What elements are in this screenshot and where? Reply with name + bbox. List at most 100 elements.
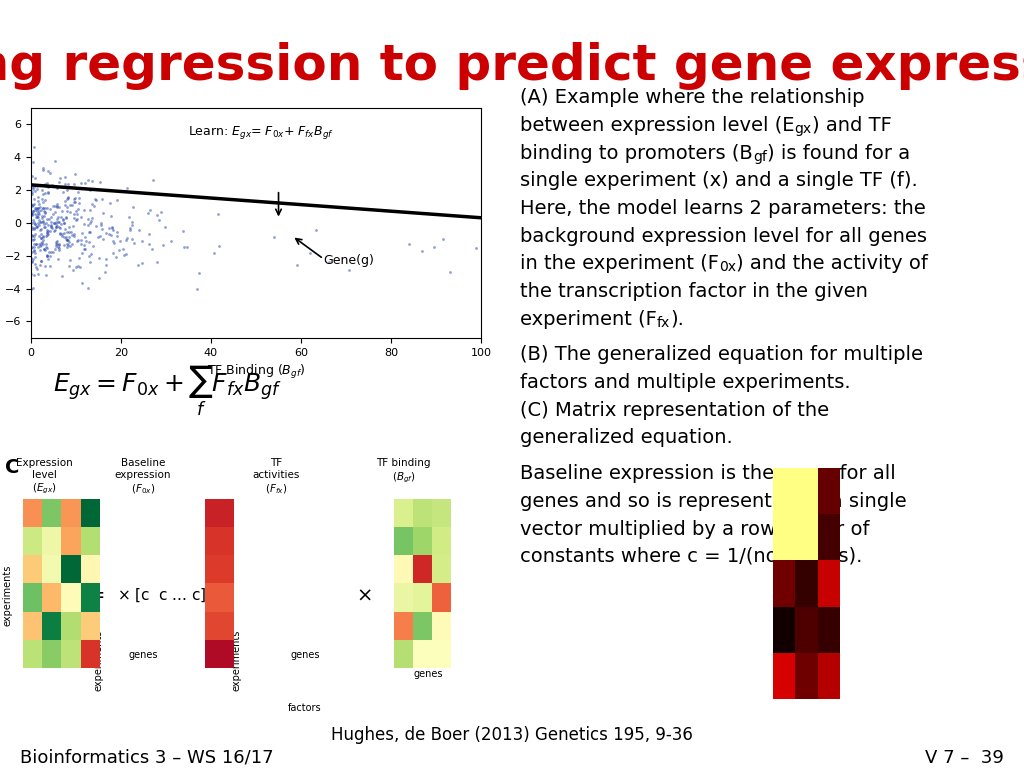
Point (49, 181, 66, 194)
Point (31, 197, 47, 210)
Point (96, 266, 113, 278)
Point (37, 194, 53, 207)
Text: factors and multiple experiments.: factors and multiple experiments. (520, 373, 851, 392)
Point (29, 202, 45, 214)
Point (95, 207, 112, 220)
Point (48, 238, 65, 250)
Point (42, 167, 58, 180)
Point (26, 238, 42, 250)
Point (40, 219, 56, 231)
Point (69, 235, 85, 247)
Point (49, 220, 66, 233)
Point (46, 225, 62, 237)
Point (34, 184, 50, 197)
Point (37, 241, 53, 253)
Point (25, 253, 41, 265)
Point (32, 216, 48, 228)
Point (26, 193, 42, 205)
Point (45, 217, 61, 230)
Point (35, 234, 51, 247)
Point (102, 197, 119, 209)
Point (25, 157, 41, 169)
Point (49, 180, 66, 193)
Text: $\times$: $\times$ (356, 586, 372, 605)
Point (210, 208, 226, 220)
Text: Bioinformatics 3 – WS 16/17: Bioinformatics 3 – WS 16/17 (20, 749, 274, 766)
Point (61, 226, 78, 238)
Text: (B) The generalized equation for multiple: (B) The generalized equation for multipl… (520, 346, 924, 365)
Point (24, 207, 40, 219)
Point (28, 238, 44, 250)
Point (80, 219, 96, 231)
Point (58, 225, 75, 237)
Point (27, 218, 43, 230)
Point (70, 234, 86, 247)
Point (51, 237, 68, 250)
Point (50, 216, 67, 228)
Text: ) is found for a: ) is found for a (767, 144, 910, 163)
Point (38, 230, 54, 243)
Point (65, 220, 81, 232)
Point (38, 180, 54, 192)
Point (25, 214, 41, 227)
Point (31, 205, 47, 217)
Text: experiments: experiments (3, 565, 12, 626)
Point (58, 240, 75, 253)
Point (139, 207, 156, 220)
Point (23, 233, 39, 245)
Point (82, 217, 98, 229)
Point (27, 247, 43, 260)
Point (81, 250, 97, 263)
Point (83, 174, 99, 187)
Point (48, 236, 65, 248)
Point (80, 213, 96, 225)
Point (80, 174, 96, 187)
Point (93, 217, 110, 229)
Point (59, 233, 76, 246)
Point (42, 260, 58, 272)
Point (33, 237, 49, 249)
Text: experiment (F: experiment (F (520, 310, 657, 329)
Point (35, 164, 51, 176)
Text: binding to promoters (B: binding to promoters (B (520, 144, 753, 163)
Point (32, 244, 48, 257)
Point (27, 172, 43, 184)
Point (51, 221, 68, 233)
Point (73, 210, 89, 223)
Point (25, 184, 41, 196)
Point (51, 227, 68, 240)
Point (118, 234, 134, 247)
Point (26, 270, 42, 282)
Point (70, 260, 86, 272)
Text: fx: fx (657, 316, 671, 329)
Point (145, 174, 162, 187)
Point (30, 210, 46, 223)
Point (98, 227, 115, 239)
Point (30, 201, 46, 214)
Point (24, 199, 40, 211)
Point (43, 220, 59, 233)
Point (84, 211, 100, 223)
Point (43, 222, 59, 234)
X-axis label: TF Binding ($B_{gf}$): TF Binding ($B_{gf}$) (207, 363, 305, 381)
Text: single experiment (x) and a single TF (f).: single experiment (x) and a single TF (f… (520, 171, 918, 190)
Point (35, 231, 51, 243)
Point (112, 235, 128, 247)
Point (48, 213, 65, 225)
Point (29, 220, 45, 233)
Point (59, 177, 76, 190)
Point (24, 254, 40, 266)
Point (77, 243, 93, 255)
Point (39, 250, 55, 263)
Point (58, 205, 75, 217)
Point (53, 210, 70, 223)
Point (51, 175, 68, 187)
Point (32, 223, 48, 236)
Point (82, 184, 98, 196)
Point (36, 179, 52, 191)
Point (35, 196, 51, 208)
Point (38, 223, 54, 236)
Point (34, 210, 50, 222)
Point (27, 244, 43, 257)
Point (101, 228, 118, 240)
